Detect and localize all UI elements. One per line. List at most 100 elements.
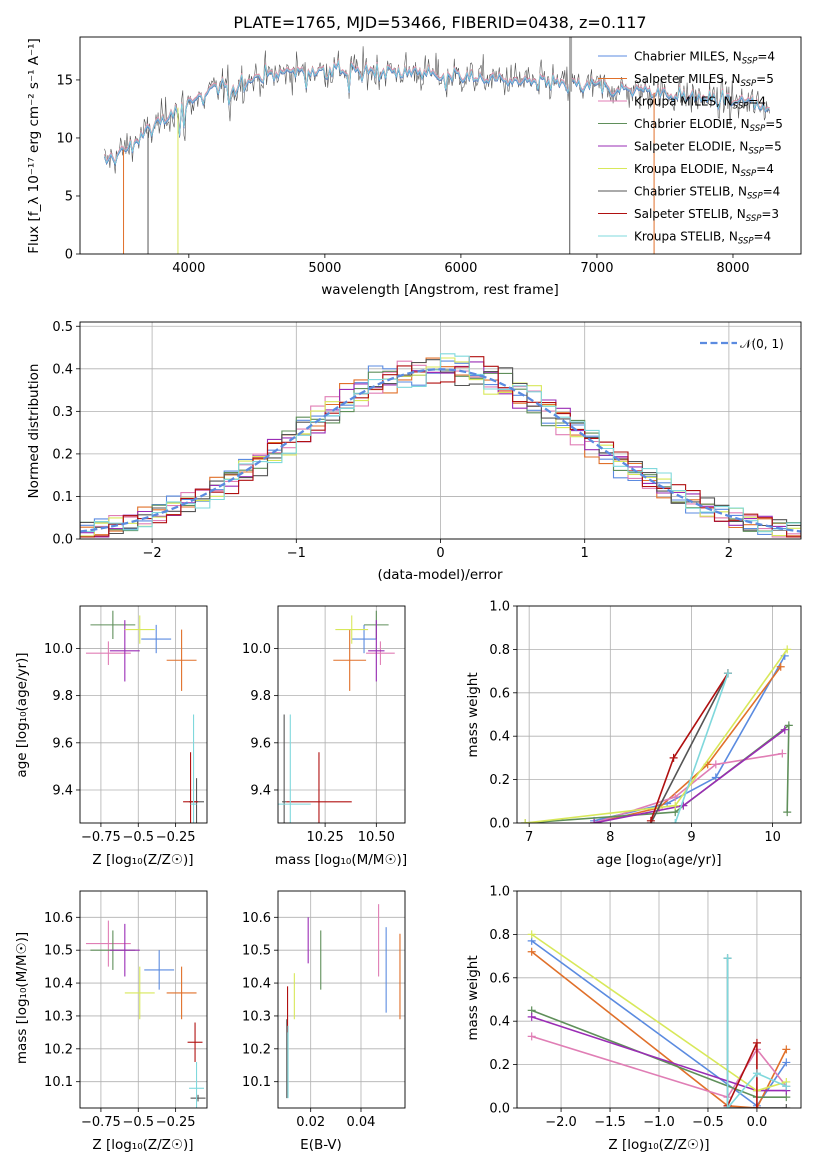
w-z-xtick-label: −1.0	[643, 1115, 675, 1130]
w-z-xtick-label: −1.5	[594, 1115, 626, 1130]
w-age-plot-area	[521, 645, 793, 823]
mass-z-axes: −0.75 −0.5 −0.25 10.1 10.2 10.3 10.4 10.5 10.6	[44, 891, 207, 1130]
w-z-frame	[516, 890, 802, 1109]
w-z-marker-kroupa-stelib	[723, 1104, 732, 1108]
age-z-ytick-label: 9.6	[52, 736, 73, 751]
spectrum-bad-pixel	[569, 37, 573, 92]
w-z-marker-salpeter-elodie	[527, 1012, 536, 1021]
mass-z-xtick-label: −0.25	[156, 1115, 196, 1130]
hist-xtick-label: 1	[581, 546, 589, 561]
mass-z-xtick-label: −0.5	[122, 1115, 154, 1130]
spectrum-frame	[79, 36, 802, 255]
w-age-line-kroupa-stelib	[674, 673, 729, 823]
w-z-line-salpeter-miles	[531, 951, 788, 1108]
legend-label-chabrier-stelib: Chabrier STELIB, NSSP=4	[634, 185, 780, 202]
w-age-marker-kroupa-stelib	[723, 669, 732, 678]
w-z-line-kroupa-stelib	[726, 958, 787, 1108]
hist-normal-curve	[80, 368, 801, 533]
w-z-xtick-label: 0.0	[747, 1115, 768, 1130]
w-age-ytick-label: 1.0	[489, 600, 510, 615]
mass-z-ytick-label: 10.5	[44, 944, 73, 959]
spectrum-xtick-label: 6000	[444, 261, 477, 276]
hist-xtick-label: 2	[725, 546, 733, 561]
w-age-marker-chabrier-miles	[711, 773, 720, 782]
w-age-xtick-label: 10	[764, 830, 781, 845]
w-z-ytick-label: 0.8	[489, 928, 510, 943]
w-age-marker-kroupa-elodie	[521, 819, 530, 823]
hist-ylabel: Normed distribution	[26, 364, 42, 499]
w-age-marker-chabrier-elodie	[783, 808, 792, 817]
mass-ebv-axes: 0.02 0.04 10.1 10.2 10.3 10.4 10.5 10.6	[242, 891, 405, 1130]
w-age-ylabel: mass weight	[465, 672, 481, 757]
hist-ytick-label: 0.4	[52, 362, 73, 377]
w-age-xtick-label: 8	[606, 830, 614, 845]
w-z-ytick-label: 1.0	[489, 885, 510, 900]
w-age-marker-kroupa-miles	[671, 792, 680, 801]
figure-title: PLATE=1765, MJD=53466, FIBERID=0438, z=0…	[233, 13, 646, 32]
age-z-ytick-label: 9.4	[52, 783, 73, 798]
w-age-marker-salpeter-miles	[776, 662, 785, 671]
w-age-marker-kroupa-miles	[711, 760, 720, 769]
w-z-marker-salpeter-stelib	[752, 1104, 761, 1108]
w-z-xtick-label: −0.5	[692, 1115, 724, 1130]
mass-z-xlabel: Z [log₁₀(Z/Z☉)]	[92, 1137, 193, 1153]
legend-label-salpeter-stelib: Salpeter STELIB, NSSP=3	[634, 207, 779, 224]
age-z-xlabel: Z [log₁₀(Z/Z☉)]	[92, 852, 193, 868]
w-age-ytick-label: 0.2	[489, 773, 510, 788]
hist-axes: −2 −1 0 1 2 0.0 0.1 0.2 0.3 0.4 0.5	[52, 320, 801, 561]
age-z-ytick-label: 9.8	[52, 689, 73, 704]
w-age-ytick-label: 0.0	[489, 817, 510, 832]
mass-z-ylabel: mass [log₁₀(M/M☉)]	[14, 932, 30, 1064]
mass-ebv-ytick-label: 10.5	[242, 944, 271, 959]
w-z-xtick-label: −2.0	[545, 1115, 577, 1130]
age-mass-xtick-label: 10.25	[307, 830, 344, 845]
w-z-marker-salpeter-miles	[782, 1045, 791, 1054]
hist-step-salpeter-stelib	[80, 356, 801, 538]
age-z-axes: −0.75 −0.5 −0.25 9.4 9.6 9.8 10.0	[44, 606, 207, 845]
age-mass-ytick-label: 10.0	[242, 642, 271, 657]
spectrum-ytick-label: 15	[56, 73, 73, 88]
w-age-frame	[516, 605, 802, 824]
mass-ebv-ytick-label: 10.2	[242, 1042, 271, 1057]
w-age-ytick-label: 0.4	[489, 730, 510, 745]
age-mass-frame	[277, 605, 406, 824]
w-z-ylabel: mass weight	[465, 955, 481, 1040]
w-z-marker-kroupa-stelib	[723, 954, 732, 963]
w-z-line-salpeter-stelib	[726, 1042, 758, 1108]
mass-z-ytick-label: 10.2	[44, 1042, 73, 1057]
age-z-xtick-label: −0.5	[122, 830, 154, 845]
legend-label-salpeter-miles: Salpeter MILES, NSSP=5	[634, 72, 774, 89]
w-age-marker-kroupa-stelib	[671, 819, 680, 823]
spectrum-xtick-label: 7000	[580, 261, 613, 276]
hist-ytick-label: 0.1	[52, 490, 73, 505]
mass-ebv-ytick-label: 10.6	[242, 911, 271, 926]
mass-ebv-xtick-label: 0.04	[347, 1115, 376, 1130]
legend-label-chabrier-miles: Chabrier MILES, NSSP=4	[634, 50, 775, 67]
hist-xtick-label: −2	[143, 546, 162, 561]
legend-label-salpeter-elodie: Salpeter ELODIE, NSSP=5	[634, 140, 782, 157]
w-age-marker-kroupa-miles	[778, 749, 787, 758]
w-age-marker-chabrier-elodie	[784, 721, 793, 730]
w-age-xtick-label: 9	[687, 830, 695, 845]
mass-ebv-frame	[277, 890, 406, 1109]
age-z-xtick-label: −0.25	[156, 830, 196, 845]
hist-step-kroupa-stelib	[80, 353, 801, 538]
age-mass-xlabel: mass [log₁₀(M/M☉)]	[275, 852, 407, 868]
w-age-marker-salpeter-stelib	[669, 753, 678, 762]
age-mass-xtick-label: 10.50	[358, 830, 395, 845]
mass-ebv-ytick-label: 10.4	[242, 977, 271, 992]
w-z-plot-area	[527, 930, 791, 1108]
hist-ytick-label: 0.3	[52, 405, 73, 420]
hist-xtick-label: 0	[436, 546, 444, 561]
w-age-ytick-label: 0.6	[489, 686, 510, 701]
w-z-xlabel: Z [log₁₀(Z/Z☉)]	[608, 1137, 709, 1153]
spectrum-axes: 4000 5000 6000 7000 8000 0 5 10 15	[56, 73, 749, 276]
mass-ebv-xlabel: E(B-V)	[300, 1137, 342, 1153]
hist-xtick-label: −1	[287, 546, 306, 561]
w-z-ytick-label: 0.4	[489, 1015, 510, 1030]
age-z-ytick-label: 10.0	[44, 642, 73, 657]
spectrum-xtick-label: 8000	[716, 261, 749, 276]
age-mass-ytick-label: 9.6	[250, 736, 271, 751]
